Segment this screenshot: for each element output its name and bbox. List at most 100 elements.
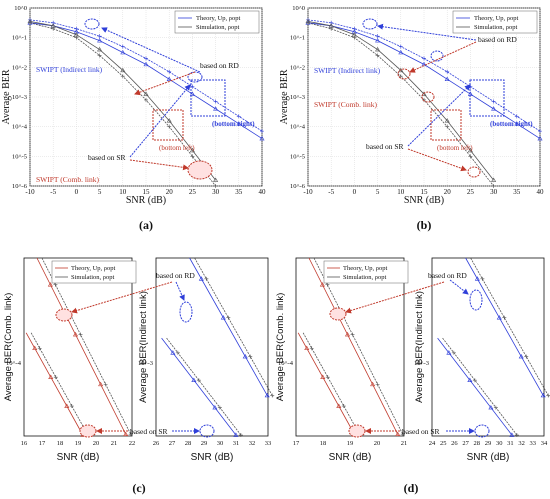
- x-tick-label: 0: [75, 188, 79, 196]
- theory-marker: [233, 432, 239, 437]
- x-tick-label: 17: [293, 440, 300, 447]
- simulation-marker: [493, 405, 498, 410]
- simulation-marker: [103, 382, 108, 387]
- x-tick-label: 10: [119, 188, 127, 196]
- annotation-circle-indirect-rd-d: [469, 289, 483, 311]
- simulation-marker: [190, 154, 195, 159]
- arrow-rd-to-comb-c: [71, 281, 173, 314]
- x-tick-label: 30: [496, 440, 503, 447]
- simulation-marker: [375, 34, 380, 39]
- panel-a-series: [27, 17, 265, 188]
- annotation-circle-indirect-sr-b: [430, 50, 444, 62]
- label-swipt-indirect-b: SWIPT (Indirect link): [314, 66, 381, 75]
- x-tick-label: 0: [353, 188, 357, 196]
- theory-marker: [444, 76, 450, 81]
- x-tick-label: 26: [451, 440, 458, 447]
- x-tick-label: 25: [189, 188, 197, 196]
- theory-marker: [467, 147, 473, 153]
- x-tick-label: 16: [21, 440, 28, 447]
- theory-marker: [488, 405, 494, 410]
- simulation-marker: [53, 375, 58, 380]
- y-tick-label: 10^-3: [12, 94, 27, 101]
- x-tick-label: 18: [320, 440, 327, 447]
- simulation-marker: [538, 129, 542, 134]
- y-tick-label: 10^-2: [12, 64, 27, 71]
- panel-d-right-frame: [431, 257, 545, 437]
- annotation-circle-comb-rd-d: [329, 307, 347, 321]
- y-tick-label: 10^-6: [12, 183, 28, 190]
- y-tick-label: 10^-4: [290, 124, 306, 131]
- panel-d-label: (d): [404, 481, 419, 495]
- y-tick-label: 10^-3: [290, 94, 305, 101]
- x-tick-label: 28: [474, 440, 481, 447]
- theory-marker: [64, 403, 70, 408]
- x-tick-label: 20: [93, 440, 100, 447]
- x-tick-label: 32: [518, 440, 525, 447]
- theory-marker: [421, 91, 427, 96]
- simulation-marker: [51, 26, 56, 31]
- theory-marker: [47, 282, 53, 287]
- theory-marker: [212, 405, 218, 410]
- arrow-rd-to-indirect-b: [377, 23, 477, 41]
- panel-b-xlabel: SNR (dB): [404, 195, 444, 206]
- x-tick-label: 29: [485, 440, 492, 447]
- panel-a-xlabel: SNR (dB): [126, 195, 166, 206]
- x-tick-label: 25: [467, 188, 475, 196]
- panel-c-left-frame: [23, 257, 133, 437]
- zoom-series-line: [313, 257, 404, 437]
- theory-marker: [72, 331, 79, 337]
- simulation-marker: [445, 69, 450, 74]
- simulation-marker: [144, 56, 148, 61]
- theory-marker: [491, 177, 497, 182]
- label-bottom-left-b: (bottom left): [437, 144, 473, 152]
- x-tick-label: 15: [143, 188, 151, 196]
- annotation-box-bottom-right-b: [469, 79, 505, 117]
- zoom-series-line: [302, 332, 361, 437]
- theory-marker: [496, 315, 502, 320]
- annotation-circle-indirect-rd-b: [362, 18, 378, 30]
- theory-marker: [236, 121, 242, 126]
- theory-marker: [166, 76, 172, 81]
- panel-d-ticks: 17 18 19 20 21 10^-4 24 25 26 27 28 29 30 31 32 33 34 10^…: [278, 360, 548, 447]
- panel-c-legend: [51, 260, 137, 284]
- x-tick-label: 35: [235, 188, 243, 196]
- arrow-rd-to-indirect-c: [175, 281, 185, 301]
- x-tick-label: 17: [39, 440, 46, 447]
- simulation-marker: [217, 405, 222, 410]
- simulation-marker: [120, 74, 125, 79]
- zoom-series-line: [189, 257, 269, 398]
- zoom-series-line: [308, 257, 399, 437]
- y-tick-label: 10^-4: [278, 360, 294, 367]
- theory-marker: [220, 315, 226, 320]
- theory-marker: [446, 350, 452, 355]
- simulation-marker: [238, 433, 243, 438]
- simulation-marker: [398, 44, 403, 49]
- simulation-marker: [260, 129, 264, 134]
- label-swipt-comb-b: SWIPT (Comb. link): [314, 100, 377, 109]
- x-tick-label: 40: [537, 188, 545, 196]
- theory-marker: [537, 135, 543, 141]
- x-tick-label: -10: [25, 188, 35, 196]
- simulation-marker: [213, 99, 218, 104]
- label-swipt-indirect-a: SWIPT (Indirect link): [36, 65, 103, 74]
- panel-a-ylabel: Average BER: [1, 69, 12, 124]
- theory-marker: [398, 49, 404, 55]
- label-based-on-sr-c: based on SR: [130, 427, 168, 436]
- panel-a-label: (a): [139, 218, 153, 232]
- theory-marker: [198, 276, 204, 281]
- arrow-sr-to-comb-a: [129, 159, 189, 171]
- x-tick-label: 25: [440, 440, 447, 447]
- legend-simulation-label: Simulation, ρopt: [196, 24, 240, 31]
- simulation-marker: [445, 124, 450, 129]
- simulation-marker: [400, 432, 405, 437]
- zoom-series-line: [470, 257, 550, 398]
- annotation-box-bottom-left: [152, 109, 184, 141]
- legend-c-theory-label: Theory, Up, ρopt: [71, 265, 116, 272]
- theory-marker: [514, 121, 520, 126]
- theory-marker: [395, 431, 401, 437]
- x-tick-label: -5: [328, 188, 334, 196]
- arrow-sr-to-indirect-a: [129, 84, 191, 158]
- simulation-marker: [28, 20, 32, 25]
- panel-d-left-frame: [295, 257, 405, 437]
